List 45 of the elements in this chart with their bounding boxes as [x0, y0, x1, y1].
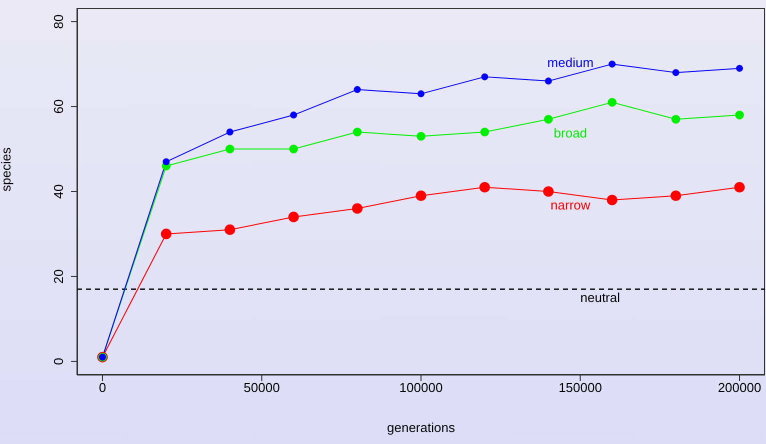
- point: [225, 144, 234, 154]
- point: [670, 190, 682, 202]
- point: [479, 182, 490, 193]
- point: [544, 114, 553, 124]
- point: [672, 69, 680, 76]
- point: [352, 203, 363, 214]
- point: [162, 158, 170, 166]
- ref-line-label: neutral: [580, 290, 620, 306]
- point: [289, 144, 298, 154]
- y-tick-label: 0: [51, 358, 66, 366]
- series-label: broad: [554, 125, 588, 140]
- x-tick-label: 0: [98, 380, 106, 396]
- y-tick-label: 60: [51, 99, 66, 114]
- point: [736, 64, 744, 72]
- point: [226, 128, 234, 136]
- y-tick-label: 20: [51, 269, 66, 284]
- point: [352, 128, 362, 136]
- point: [735, 110, 744, 120]
- x-tick-label: 50000: [244, 380, 280, 396]
- y-tick-label: 40: [51, 184, 66, 199]
- point: [416, 190, 426, 202]
- x-tick-label: 100000: [399, 380, 443, 396]
- x-tick-label: 150000: [558, 380, 602, 396]
- point: [160, 228, 172, 240]
- y-tick-label: 80: [51, 14, 66, 29]
- point: [608, 60, 616, 68]
- point: [608, 98, 617, 107]
- point: [290, 112, 298, 119]
- point: [671, 114, 680, 124]
- point: [354, 86, 361, 94]
- point: [481, 73, 488, 80]
- point: [416, 132, 426, 141]
- point: [418, 90, 424, 98]
- point: [224, 224, 236, 236]
- point: [543, 186, 554, 197]
- point: [606, 194, 618, 206]
- point: [544, 78, 552, 85]
- x-axis-title: generations: [387, 420, 456, 435]
- point: [288, 212, 299, 222]
- series-label: medium: [547, 55, 594, 70]
- point: [480, 128, 490, 136]
- x-tick-label: 200000: [718, 380, 762, 396]
- y-axis-title: species: [0, 146, 14, 192]
- series-label: narrow: [550, 198, 591, 212]
- point: [734, 182, 745, 193]
